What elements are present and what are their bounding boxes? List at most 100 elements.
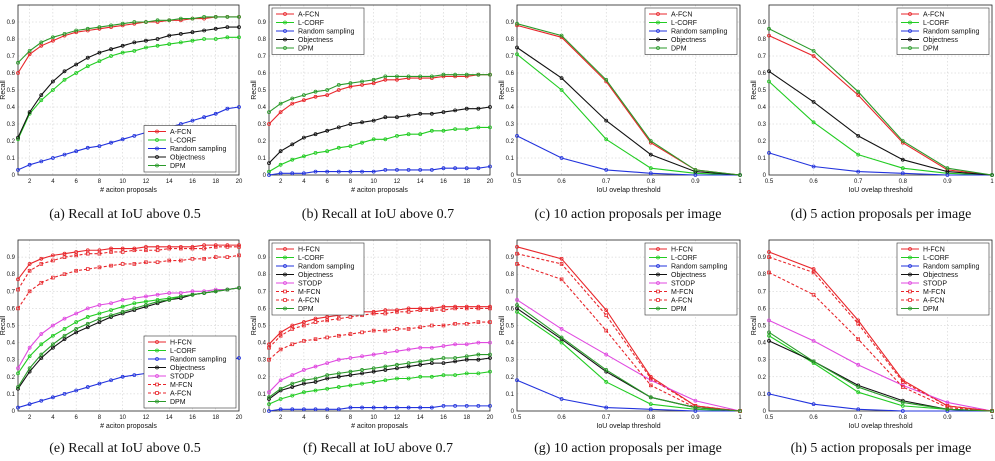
data-point (418, 374, 423, 379)
data-point (109, 54, 113, 58)
data-point (62, 32, 67, 36)
y-tick-label: 0.5 (258, 88, 267, 94)
x-tick-label: 4 (51, 415, 55, 421)
data-point (693, 405, 698, 410)
series-line (17, 106, 240, 171)
y-tick-label: 0.1 (758, 156, 767, 162)
data-point (900, 139, 905, 143)
data-point (383, 368, 388, 372)
legend-entry: Objectness (923, 272, 959, 279)
data-point (144, 248, 148, 253)
data-point (371, 328, 376, 333)
data-point (237, 14, 241, 19)
data-point (325, 93, 330, 97)
data-point (213, 14, 218, 19)
data-point (50, 79, 55, 84)
data-point (395, 376, 399, 381)
legend-marker (656, 29, 660, 33)
data-point (648, 139, 653, 143)
data-point (16, 135, 20, 140)
plot-frame (768, 239, 993, 412)
data-point (488, 403, 492, 408)
data-point (945, 400, 950, 405)
data-point (406, 347, 411, 352)
data-point (348, 369, 353, 374)
data-point (16, 277, 20, 282)
data-point (120, 304, 125, 309)
data-point (202, 291, 207, 295)
data-point (336, 88, 341, 92)
data-point (155, 43, 160, 48)
data-point (738, 409, 742, 413)
data-point (16, 366, 20, 371)
y-tick-label: 0.1 (7, 392, 16, 398)
data-point (453, 108, 458, 113)
data-point (383, 350, 388, 355)
series-line (768, 152, 992, 176)
data-point (109, 23, 113, 28)
data-point (371, 405, 376, 410)
legend-box (143, 335, 237, 409)
data-point (348, 356, 353, 360)
legend-marker (656, 289, 660, 294)
x-tick-label: 0.9 (943, 415, 952, 421)
data-point (383, 137, 388, 142)
data-point (62, 391, 67, 396)
data-point (395, 77, 399, 82)
chart-caption: (a) Recall at IoU above 0.5 (49, 207, 201, 222)
data-point (406, 132, 411, 137)
x-tick-label: 16 (440, 179, 447, 185)
data-point (900, 400, 905, 405)
series-line (768, 28, 993, 176)
legend-marker (656, 46, 660, 50)
data-point (559, 397, 564, 401)
data-point (395, 362, 399, 367)
x-tick-label: 0.9 (691, 179, 700, 185)
data-point (50, 342, 55, 347)
legend-entry: L-CORF (170, 348, 196, 355)
data-point (301, 390, 306, 395)
x-tick-label: 2 (28, 415, 32, 421)
data-point (360, 140, 364, 145)
data-point (693, 167, 698, 172)
legend-marker (656, 306, 660, 311)
data-point (278, 162, 283, 167)
data-point (85, 55, 90, 60)
data-point (464, 354, 469, 359)
series-line (516, 23, 741, 176)
data-point (155, 292, 160, 297)
data-point (604, 77, 609, 82)
data-point (109, 47, 113, 52)
data-point (488, 320, 492, 324)
series-line (516, 47, 741, 176)
x-tick-label: 20 (236, 415, 243, 421)
data-point (856, 362, 861, 367)
data-point (453, 403, 458, 408)
x-tick-label: 20 (236, 179, 243, 185)
legend-entry: H-FCN (298, 246, 320, 253)
data-point (313, 316, 318, 321)
series-line (268, 357, 491, 400)
data-point (278, 333, 283, 338)
series-line (17, 26, 239, 138)
legend-marker (155, 163, 159, 168)
x-tick-label: 12 (143, 415, 150, 421)
data-point (604, 167, 609, 172)
y-axis-label: Recall (751, 315, 758, 335)
y-axis-label: Recall (499, 80, 506, 100)
data-point (515, 378, 519, 383)
data-point (348, 332, 353, 336)
data-point (856, 152, 861, 157)
data-point (900, 409, 905, 413)
data-point (360, 405, 364, 410)
data-point (429, 111, 434, 116)
y-tick-label: 0.8 (7, 37, 16, 43)
data-point (225, 14, 230, 19)
data-point (213, 37, 218, 41)
data-point (85, 267, 90, 271)
x-tick-label: 0.6 (557, 415, 566, 421)
chart-7: 0 0.1 0.2 0.3 0.4 0.5 0.6 0.7 0.8 0.9 0.5 0.6 0.7 0.8… (499, 239, 742, 456)
data-point (74, 62, 79, 67)
data-point (383, 378, 388, 383)
